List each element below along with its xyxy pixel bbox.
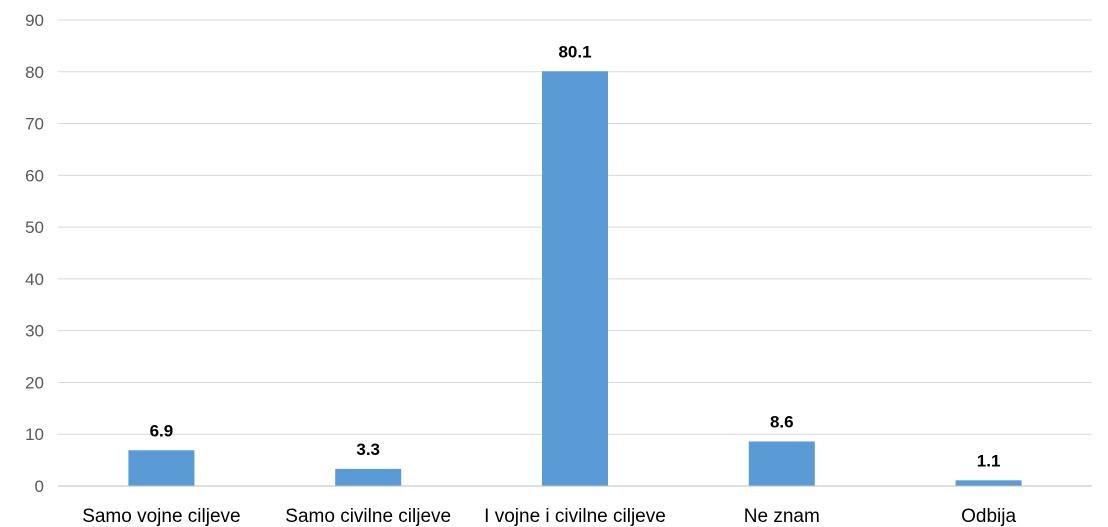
bar-4 <box>748 441 815 486</box>
data-label-2: 3.3 <box>356 440 380 459</box>
data-label-4: 8.6 <box>770 412 794 431</box>
y-tick-label-80: 80 <box>25 63 44 82</box>
x-category-label-5: Odbija <box>961 506 1016 527</box>
bar-1 <box>128 450 195 486</box>
data-label-3: 80.1 <box>558 42 591 61</box>
y-tick-label-50: 50 <box>25 218 44 237</box>
y-tick-label-70: 70 <box>25 115 44 134</box>
bar-5 <box>955 480 1022 486</box>
data-label-1: 6.9 <box>150 421 174 440</box>
y-axis-tick-labels: 0 10 20 30 40 50 60 70 80 90 <box>25 11 44 496</box>
y-tick-label-40: 40 <box>25 270 44 289</box>
data-label-5: 1.1 <box>977 451 1001 470</box>
x-category-label-3: I vojne i civilne ciljeve <box>484 506 666 527</box>
x-axis-category-labels: Samo vojne ciljeve Samo civilne ciljeve I … <box>82 506 1016 527</box>
y-tick-label-30: 30 <box>25 322 44 341</box>
y-tick-label-60: 60 <box>25 166 44 185</box>
x-category-label-1: Samo vojne ciljeve <box>82 506 240 527</box>
y-tick-label-0: 0 <box>35 477 44 496</box>
y-tick-label-10: 10 <box>25 425 44 444</box>
bar-3 <box>542 71 608 486</box>
y-tick-label-20: 20 <box>25 373 44 392</box>
x-category-label-4: Ne znam <box>744 506 820 527</box>
data-labels: 6.9 3.3 80.1 8.6 1.1 <box>150 42 1001 470</box>
bar-2 <box>335 468 402 486</box>
bars <box>128 71 1022 486</box>
y-tick-label-90: 90 <box>25 11 44 30</box>
x-category-label-2: Samo civilne ciljeve <box>285 506 451 527</box>
